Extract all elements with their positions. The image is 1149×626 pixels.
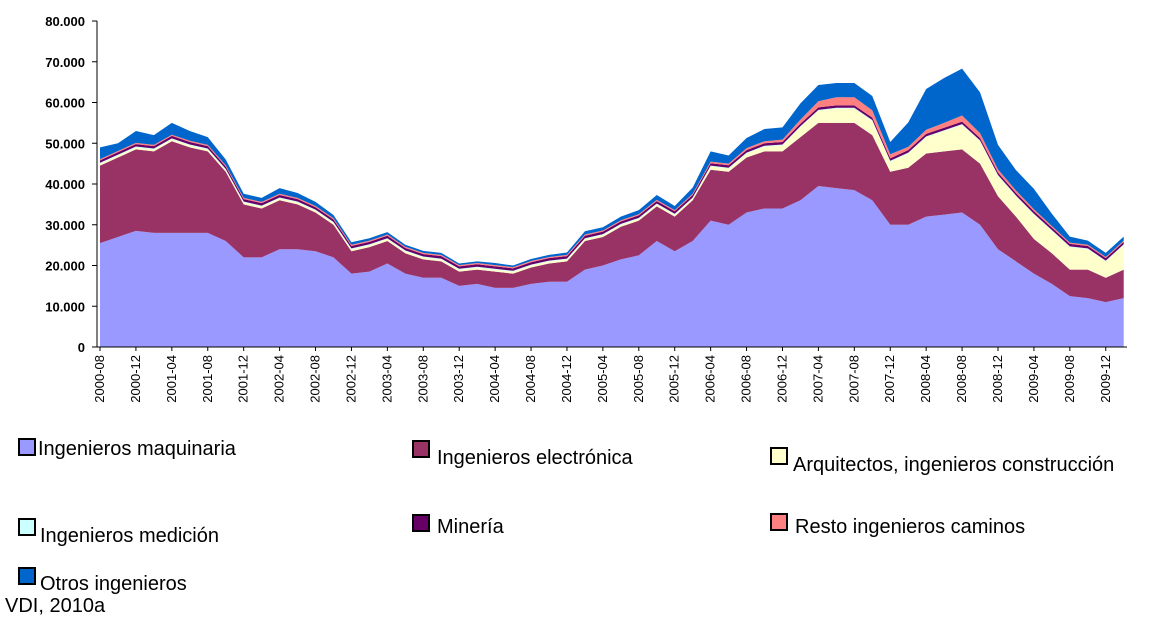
x-tick-label: 2009-04	[1026, 355, 1041, 403]
legend-swatch	[18, 567, 36, 585]
x-tick-label: 2008-08	[954, 355, 969, 403]
chart: 0 10.000 20.000 30.000 40.000 50.000 60.000 70.…	[45, 14, 1127, 403]
legend-swatch	[770, 513, 788, 531]
x-tick-label: 2001-12	[236, 355, 251, 403]
x-tick-label: 2002-04	[272, 355, 287, 403]
area	[100, 186, 1124, 347]
x-tick-label: 2006-04	[703, 355, 718, 403]
x-tick-label: 2009-12	[1098, 355, 1113, 403]
legend-label: Resto ingenieros caminos	[795, 516, 1026, 538]
y-tick-label: 0	[78, 340, 85, 355]
legend-label: Arquitectos, ingenieros construcción	[793, 454, 1115, 476]
y-tick-label: 60.000	[45, 96, 85, 111]
x-tick-label: 2007-04	[810, 355, 825, 403]
x-tick-label: 2004-08	[523, 355, 538, 403]
x-tick-label: 2007-08	[846, 355, 861, 403]
y-tick-label: 50.000	[45, 136, 85, 151]
x-tick-label: 2004-12	[559, 355, 574, 403]
x-tick-label: 2004-04	[487, 355, 502, 403]
legend-swatch	[18, 518, 36, 536]
y-tick-label: 40.000	[45, 177, 85, 192]
x-tick-label: 2002-12	[343, 355, 358, 403]
legend-swatch	[412, 514, 430, 532]
source: VDI, 2010a	[5, 595, 106, 617]
legend-swatch	[770, 447, 788, 465]
x-tick-label: 2005-04	[595, 355, 610, 403]
x-tick-label: 2003-12	[451, 355, 466, 403]
x-tick-label: 2007-12	[882, 355, 897, 403]
x-tick-label: 2006-12	[774, 355, 789, 403]
legend-label: Ingenieros medición	[40, 525, 219, 547]
legend-label: Minería	[437, 516, 504, 538]
legend-label: Otros ingenieros	[40, 573, 187, 595]
x-tick-label: 2006-08	[739, 355, 754, 403]
x-tick-label: 2000-08	[92, 355, 107, 403]
x-tick-label: 2003-08	[415, 355, 430, 403]
x-tick-label: 2009-08	[1062, 355, 1077, 403]
x-tick-label: 2005-08	[631, 355, 646, 403]
legend-label: Ingenieros maquinaria	[38, 438, 236, 460]
area	[100, 122, 1124, 303]
x-tick-label: 2008-12	[990, 355, 1005, 403]
y-tick-label: 80.000	[45, 14, 85, 29]
legend-label: Ingenieros electrónica	[437, 447, 633, 469]
y-tick-label: 10.000	[45, 299, 85, 314]
legend-swatch	[18, 438, 36, 456]
x-tick-label: 2001-04	[164, 355, 179, 403]
legend-swatch	[412, 440, 430, 458]
x-tick-label: 2002-08	[308, 355, 323, 403]
x-tick-label: 2000-12	[128, 355, 143, 403]
y-tick-label: 30.000	[45, 218, 85, 233]
x-tick-label: 2003-04	[379, 355, 394, 403]
x-tick-label: 2001-08	[200, 355, 215, 403]
x-tick-label: 2005-12	[667, 355, 682, 403]
x-tick-label: 2008-04	[918, 355, 933, 403]
y-tick-label: 70.000	[45, 55, 85, 70]
y-tick-label: 20.000	[45, 259, 85, 274]
